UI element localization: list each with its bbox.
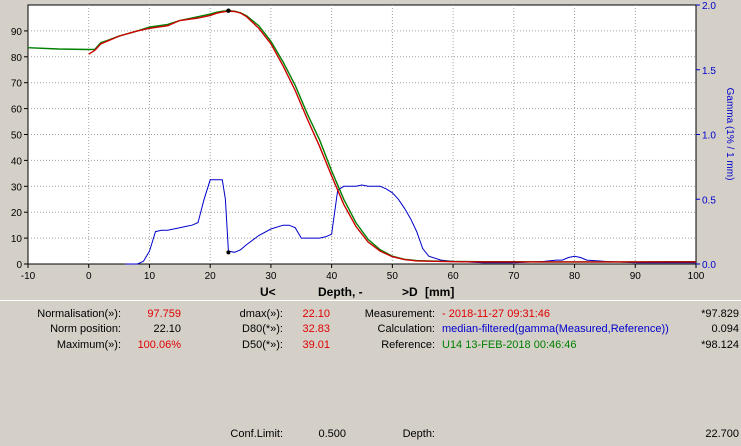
- depth-marker: [226, 250, 231, 255]
- norm-position-label: Norm position:: [50, 323, 121, 335]
- dmax-marker: [226, 8, 231, 13]
- normalisation-label: Normalisation(»):: [37, 308, 121, 320]
- x-axis-label: U< Depth, - >D [mm]: [260, 285, 454, 299]
- maximum-value: 100.06%: [137, 339, 181, 351]
- measurement-label: Measurement:: [364, 308, 435, 320]
- x-label-depth: Depth, -: [318, 285, 363, 299]
- x-label-mm: [mm]: [425, 285, 454, 299]
- norm-position-value: 22.10: [153, 323, 181, 335]
- maximum-label: Maximum(»):: [56, 339, 121, 351]
- x-tick-label: 50: [387, 271, 399, 282]
- y2-tick-label: 1.0: [702, 131, 716, 142]
- measurement-value: - 2018-11-27 09:31:46: [442, 308, 551, 320]
- info-panel: Normalisation(»): 97.759 Norm position: …: [0, 300, 741, 446]
- x-tick-label: 10: [144, 271, 156, 282]
- d80-label: D80(*»):: [242, 323, 283, 335]
- axis-ticks: -10 0 10 20 30 40 50 60 70 80 90 100010203040506070…: [11, 1, 716, 282]
- x-label-u: U<: [260, 285, 276, 299]
- y2-axis-label: Gamma (1% / 1 mm): [724, 88, 735, 181]
- x-label-d: >D: [402, 285, 418, 299]
- y-tick-label: 40: [11, 156, 23, 167]
- dmax-value: 22.10: [302, 308, 330, 320]
- x-tick-label: 30: [265, 271, 277, 282]
- y-tick-label: 20: [11, 208, 23, 219]
- y-tick-label: 70: [11, 79, 23, 90]
- d50-label: D50(*»):: [242, 339, 283, 351]
- y-tick-label: 90: [11, 27, 23, 38]
- y-tick-label: 30: [11, 182, 23, 193]
- calculation-label: Calculation:: [377, 323, 435, 335]
- y2-tick-label: 1.5: [702, 66, 716, 77]
- x-tick-label: 70: [508, 271, 520, 282]
- d80-value: 32.83: [302, 323, 330, 335]
- y2-tick-label: 0.0: [702, 260, 716, 271]
- series-layer: [27, 8, 696, 265]
- y-tick-label: 0: [16, 260, 22, 271]
- x-tick-label: 60: [448, 271, 460, 282]
- grid-lines: [28, 5, 696, 264]
- x-tick-label: 100: [688, 271, 705, 282]
- d50-value: 39.01: [302, 339, 330, 351]
- calculation-value: median-filtered(gamma(Measured,Reference…: [442, 323, 669, 335]
- x-tick-label: 0: [86, 271, 92, 282]
- conf-limit-label: Conf.Limit:: [230, 428, 283, 440]
- series-measured-line: [88, 10, 696, 263]
- depth-value: 22.700: [705, 428, 739, 440]
- reference-value: U14 13-FEB-2018 00:46:46: [442, 339, 577, 351]
- depth-dose-chart: -10 0 10 20 30 40 50 60 70 80 90 100010203040506070…: [10, 1, 735, 299]
- y-tick-label: 10: [11, 234, 23, 245]
- depth-label: Depth:: [402, 428, 435, 440]
- y2-tick-label: 2.0: [702, 1, 716, 12]
- normalisation-value: 97.759: [147, 308, 181, 320]
- y2-tick-label: 0.5: [702, 195, 716, 206]
- calculation-extra: 0.094: [711, 323, 739, 335]
- x-tick-label: -10: [21, 271, 36, 282]
- y-tick-label: 80: [11, 53, 23, 64]
- x-tick-label: 80: [569, 271, 581, 282]
- conf-limit-value: 0.500: [318, 428, 346, 440]
- dmax-label: dmax(»):: [239, 308, 283, 320]
- y-tick-label: 50: [11, 131, 23, 142]
- y-tick-label: 60: [11, 105, 23, 116]
- x-tick-label: 90: [630, 271, 642, 282]
- x-tick-label: 20: [205, 271, 217, 282]
- measurement-extra: *97.829: [701, 308, 739, 320]
- reference-extra: *98.124: [701, 339, 739, 351]
- reference-label: Reference:: [381, 339, 435, 351]
- x-tick-label: 40: [326, 271, 338, 282]
